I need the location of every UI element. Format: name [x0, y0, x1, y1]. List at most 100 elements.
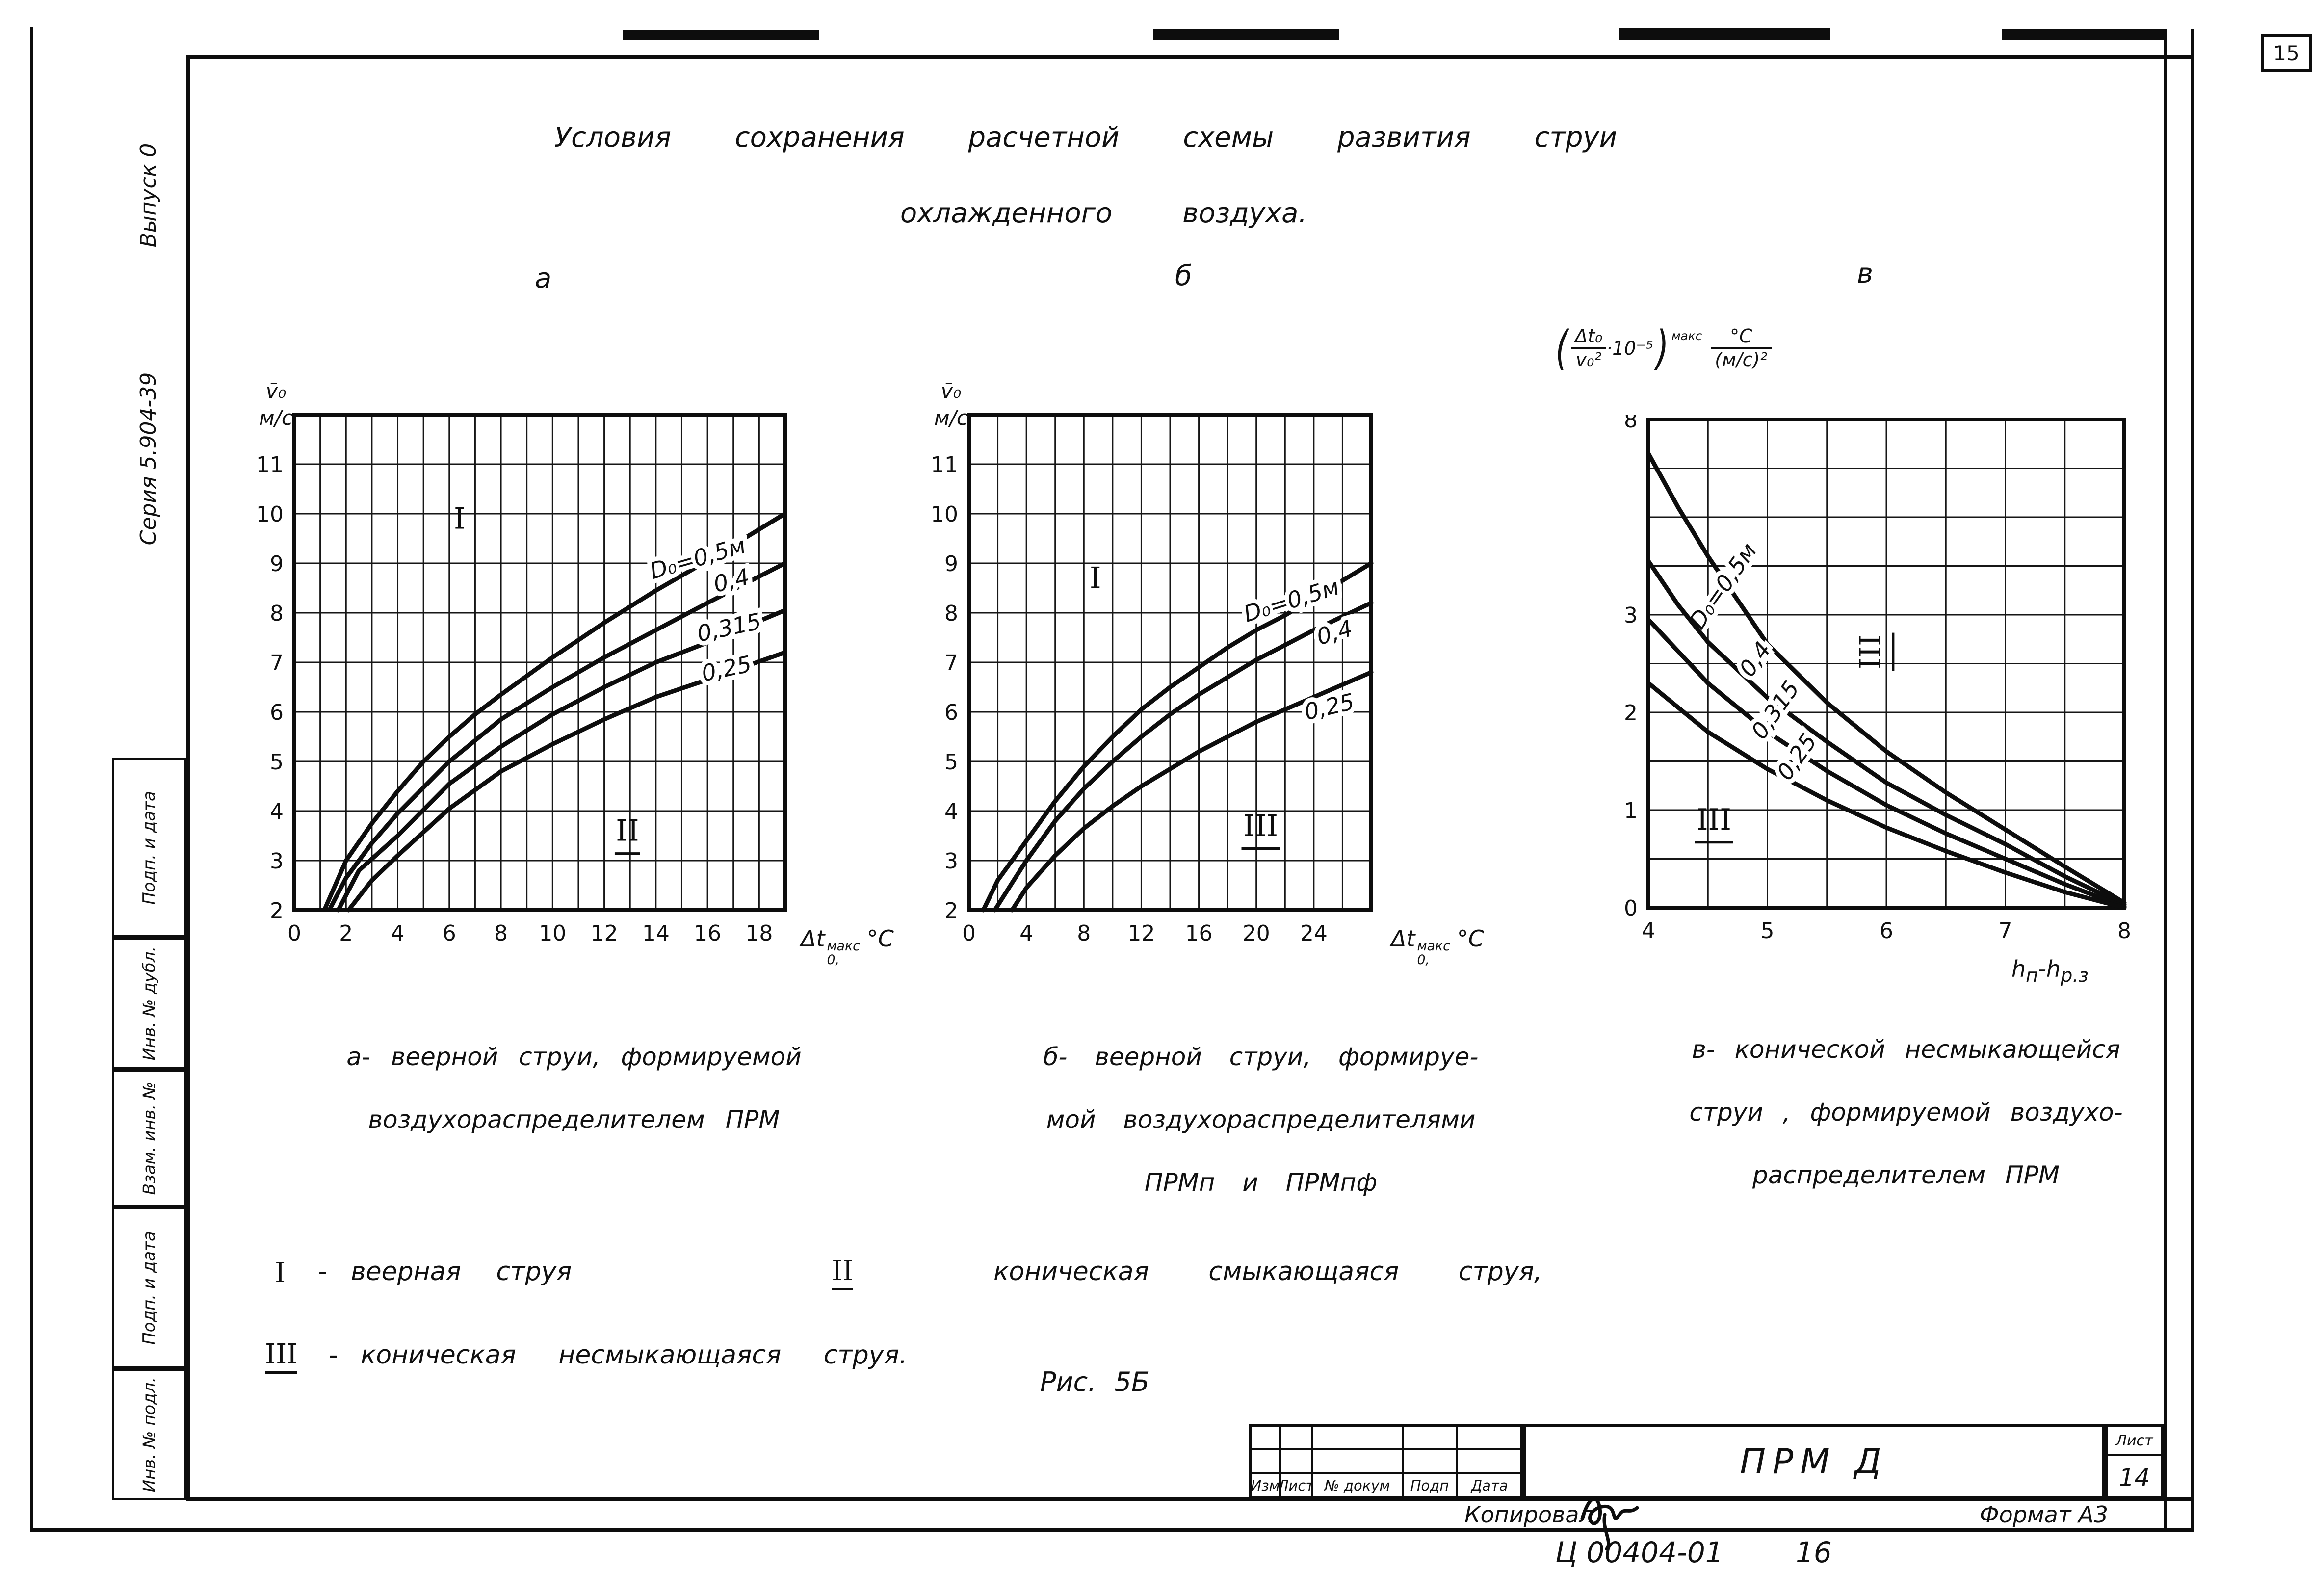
title-block-sheet-column: Лист 14 [2105, 1424, 2164, 1499]
svg-text:12: 12 [591, 921, 618, 946]
chart-a-canvas: 0 2 4 6 8 10 12 14 16 18234567891011D₀=0,5м0,40,3… [256, 413, 787, 946]
svg-text:6: 6 [270, 700, 284, 725]
stamp-cell-inv-podl: Инв. № подл. [112, 1369, 186, 1500]
svg-text:4: 4 [944, 799, 958, 824]
panel-label-b: б [1175, 260, 1192, 292]
scan-mark [623, 30, 819, 40]
svg-text:11: 11 [256, 452, 284, 477]
page-title-line1: Условия сохранения расчетной схемы разви… [554, 122, 1618, 154]
svg-text:8: 8 [1624, 415, 1638, 433]
stamp-cell-vzam-inv: Взам. инв. № [112, 1070, 186, 1207]
svg-text:III: III [1854, 634, 1888, 669]
caption-b: б- веерной струи, формируе- мой воздухор… [1043, 1043, 1479, 1197]
chart-b-y-axis-title: v̄₀ м/с [934, 379, 968, 430]
svg-text:7: 7 [1999, 918, 2012, 943]
caption-v: в- конической несмыкающейся струи , форм… [1689, 1035, 2123, 1189]
margin-issue-label: Выпуск 0 [135, 143, 161, 248]
svg-text:5: 5 [270, 750, 284, 775]
svg-text:9: 9 [270, 551, 284, 576]
svg-text:8: 8 [1077, 921, 1091, 946]
sheet-label: Лист [2108, 1427, 2161, 1456]
page-title-line2: охлажденного воздуха. [900, 197, 1307, 229]
svg-text:10: 10 [539, 921, 566, 946]
scan-mark [2002, 29, 2164, 40]
panel-label-a: а [535, 262, 552, 294]
svg-text:8: 8 [2117, 918, 2131, 943]
document-page-number: 16 [1796, 1536, 1832, 1569]
panel-label-v: в [1857, 258, 1874, 289]
format-label: Формат А3 [1980, 1501, 2108, 1528]
svg-text:2: 2 [270, 898, 284, 923]
svg-text:6: 6 [944, 700, 958, 725]
svg-text:8: 8 [944, 601, 958, 626]
legend-roman-III: III [265, 1338, 298, 1374]
chart-v-y-axis-title: ( Δt₀ v₀² ·10⁻⁵ ) макс °C (м/с)² [1553, 321, 1772, 375]
scan-mark [1153, 29, 1339, 40]
svg-text:III: III [1697, 803, 1731, 837]
svg-text:3: 3 [270, 849, 284, 874]
svg-text:0,315: 0,315 [695, 608, 763, 647]
svg-text:24: 24 [1300, 921, 1328, 946]
chart-a-x-axis-title: Δt макс 0, °C [801, 925, 894, 968]
svg-text:3: 3 [1624, 603, 1638, 628]
legend-dash-2: - [329, 1340, 338, 1370]
svg-text:4: 4 [391, 921, 405, 946]
sheet-edge-left [30, 27, 33, 1531]
svg-text:2: 2 [944, 898, 958, 923]
svg-text:4: 4 [1642, 918, 1655, 943]
title-block-revision-table: Изм Лист № докум Подп Дата [1249, 1424, 1523, 1499]
svg-text:10: 10 [256, 502, 284, 527]
frame-right-inner [2164, 29, 2167, 1530]
svg-text:8: 8 [494, 921, 508, 946]
page-number: 15 [2273, 41, 2299, 65]
svg-text:7: 7 [270, 651, 284, 676]
title-block-col-ndokum: № докум [1313, 1474, 1404, 1499]
svg-text:0: 0 [287, 921, 301, 946]
svg-text:5: 5 [944, 750, 958, 775]
svg-text:0: 0 [1624, 896, 1638, 921]
svg-text:I: I [1090, 561, 1101, 596]
svg-text:3: 3 [944, 849, 958, 874]
legend-text-conical-closing-jet: коническая смыкающаяся струя, [993, 1257, 1542, 1286]
svg-text:7: 7 [944, 651, 958, 676]
signature-mark [1580, 1497, 1639, 1551]
stamp-cell-podp-i-data-1: Подп. и дата [112, 758, 186, 937]
chart-b-canvas: 0 4 8 12 16 20 24234567891011D₀=0,5м0,40,25III… [931, 413, 1374, 946]
svg-text:16: 16 [1185, 921, 1213, 946]
svg-text:11: 11 [931, 452, 958, 477]
sheet-edge-bottom [30, 1528, 2194, 1532]
svg-text:1: 1 [1624, 798, 1638, 823]
legend-roman-I: I [275, 1257, 286, 1289]
frame-bottom [186, 1497, 2191, 1501]
frame-left [186, 55, 190, 1501]
svg-text:2: 2 [339, 921, 353, 946]
scan-mark [1619, 28, 1830, 40]
title-block-document-name: ПРМ Д [1523, 1424, 2105, 1499]
margin-series-label: Серия 5.904-39 [135, 372, 161, 546]
svg-text:10: 10 [931, 502, 958, 527]
stamp-cell-inv-dubl: Инв. № дубл. [112, 937, 186, 1070]
svg-text:6: 6 [1880, 918, 1893, 943]
document-number: Ц 00404-01 [1555, 1536, 1723, 1569]
stamp-cell-podp-i-data-2: Подп. и дата [112, 1207, 186, 1369]
svg-text:0,4: 0,4 [1314, 615, 1356, 650]
svg-text:0,25: 0,25 [1302, 688, 1357, 726]
svg-text:16: 16 [694, 921, 721, 946]
svg-text:12: 12 [1127, 921, 1155, 946]
svg-text:4: 4 [1019, 921, 1033, 946]
svg-text:I: I [454, 501, 466, 536]
chart-b-x-axis-title: Δt макс 0, °C [1391, 925, 1484, 968]
frame-top [186, 55, 2191, 59]
chart-a-y-axis-title: v̄₀ м/с [259, 379, 293, 430]
chart-v-x-axis-title: hп-hр.з [2011, 956, 2089, 987]
figure-caption: Рис. 5Б [1040, 1366, 1150, 1397]
title-block-col-izm: Изм [1252, 1474, 1281, 1499]
svg-text:14: 14 [642, 921, 670, 946]
title-block-col-podp: Подп [1404, 1474, 1458, 1499]
svg-text:8: 8 [270, 601, 284, 626]
title-block-col-list: Лист [1281, 1474, 1313, 1499]
page-number-box: 15 [2261, 34, 2312, 72]
title-block-col-data: Дата [1458, 1474, 1523, 1499]
